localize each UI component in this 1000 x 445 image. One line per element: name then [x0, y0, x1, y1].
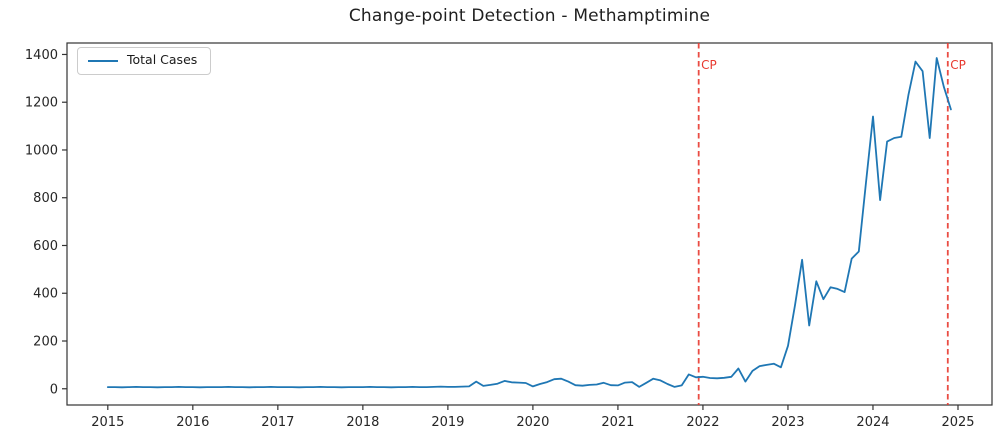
legend-box: Total Cases	[77, 47, 212, 75]
x-axis-tick-label: 2024	[856, 415, 889, 430]
plot-border	[66, 42, 993, 406]
changepoint-label: CP	[950, 58, 966, 72]
y-axis-tick-label: 0	[50, 382, 58, 397]
x-axis-tick-label: 2025	[941, 415, 974, 430]
y-axis-tick-label: 200	[33, 335, 58, 350]
y-axis-tick-label: 1000	[25, 143, 58, 158]
x-axis-tick-label: 2018	[346, 415, 379, 430]
y-axis-tick-label: 1200	[25, 96, 58, 111]
legend-label: Total Cases	[127, 52, 198, 67]
x-axis-tick-label: 2017	[261, 415, 294, 430]
legend-line-sample	[88, 59, 118, 62]
x-axis-tick-label: 2020	[516, 415, 549, 430]
x-axis-tick-label: 2015	[91, 415, 124, 430]
y-axis-tick-label: 600	[33, 239, 58, 254]
x-axis-tick-label: 2016	[176, 415, 209, 430]
x-axis-tick-label: 2023	[771, 415, 804, 430]
changepoint-label: CP	[701, 58, 717, 72]
y-axis-tick-label: 400	[33, 287, 58, 302]
total-cases-line	[106, 57, 952, 389]
chart-title: Change-point Detection - Methamptimine	[348, 6, 711, 26]
x-axis-tick-label: 2022	[686, 415, 719, 430]
x-axis-tick-label: 2019	[431, 415, 464, 430]
x-axis-tick-label: 2021	[601, 415, 634, 430]
y-axis-tick-label: 800	[33, 191, 58, 206]
y-axis-tick-label: 1400	[25, 48, 58, 63]
